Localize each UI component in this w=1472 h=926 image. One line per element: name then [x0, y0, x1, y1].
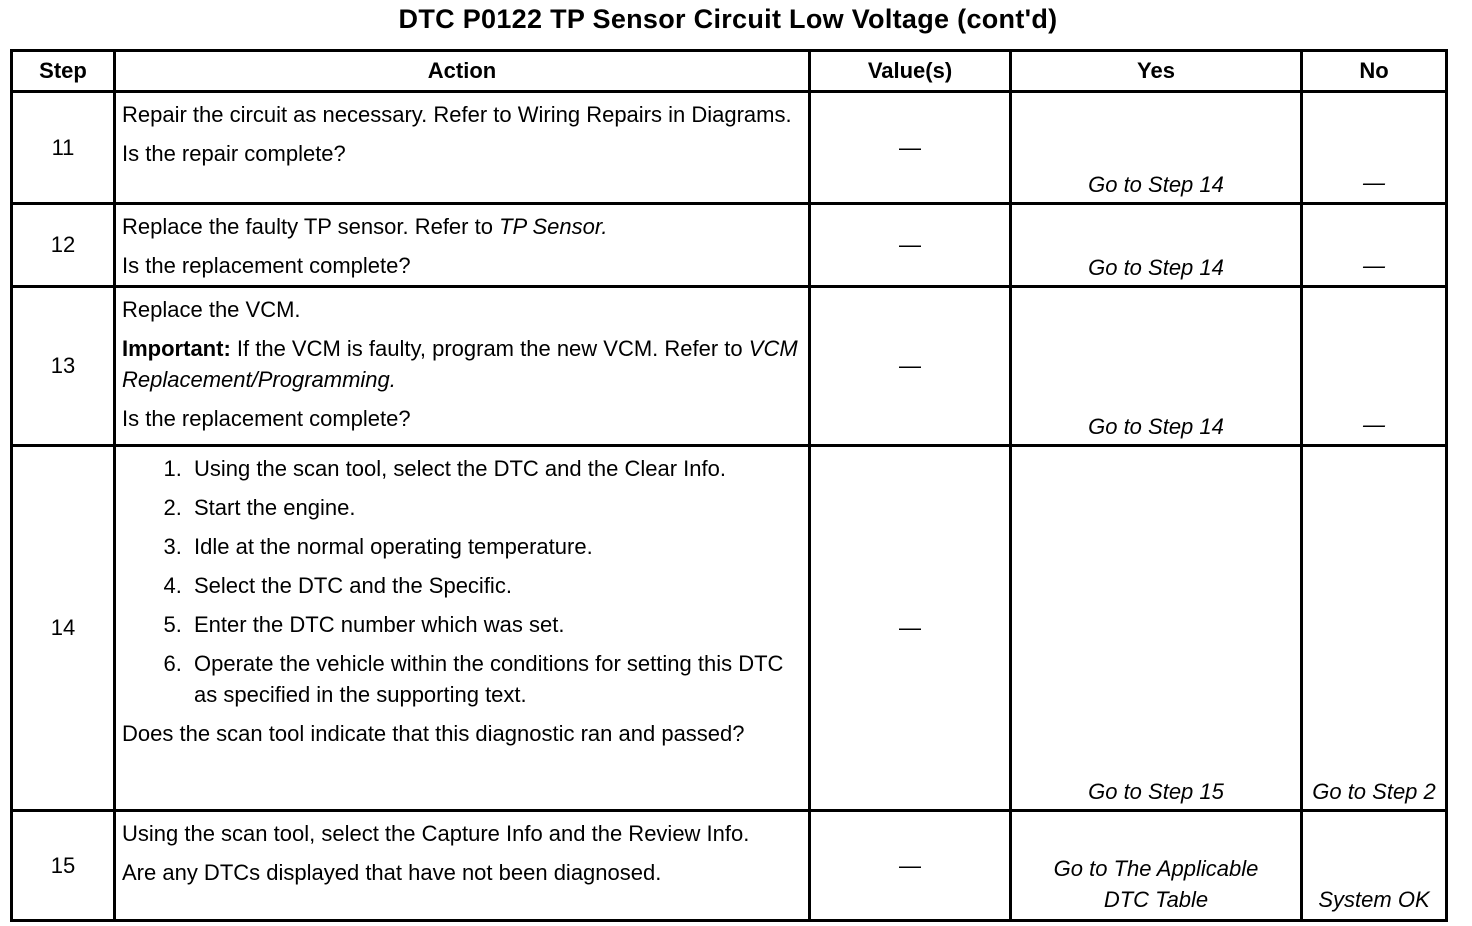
- action-question: Are any DTCs displayed that have not bee…: [122, 860, 662, 885]
- step-number: 15: [10, 809, 116, 922]
- table-row: 13 Replace the VCM. Important: If the VC…: [10, 285, 1448, 447]
- action-cell: Using the scan tool, select the DTC and …: [113, 444, 811, 812]
- procedure-list: Using the scan tool, select the DTC and …: [122, 453, 802, 710]
- value-cell: —: [808, 202, 1012, 288]
- step-number: 14: [10, 444, 116, 812]
- action-text-pre: Replace the faulty TP sensor. Refer to: [122, 214, 500, 239]
- no-cell: System OK: [1300, 809, 1448, 922]
- action-cell: Replace the faulty TP sensor. Refer to T…: [113, 202, 811, 288]
- table-row: 12 Replace the faulty TP sensor. Refer t…: [10, 202, 1448, 288]
- page-title: DTC P0122 TP Sensor Circuit Low Voltage …: [398, 4, 1058, 34]
- step-number: 12: [10, 202, 116, 288]
- step-number: 11: [10, 90, 116, 205]
- yes-cell: Go to Step 15: [1009, 444, 1303, 812]
- value-cell: —: [808, 285, 1012, 447]
- diagnostic-table: Step Action Value(s) Yes No 11 Repair th…: [10, 49, 1448, 922]
- no-cell: —: [1300, 90, 1448, 205]
- yes-cell: Go to Step 14: [1009, 285, 1303, 447]
- action-cell: Repair the circuit as necessary. Refer t…: [113, 90, 811, 205]
- table-header: Step Action Value(s) Yes No: [10, 49, 1448, 93]
- header-no: No: [1300, 49, 1448, 93]
- header-yes: Yes: [1009, 49, 1303, 93]
- action-text: Replace the VCM.: [122, 297, 301, 322]
- header-step: Step: [10, 49, 116, 93]
- yes-cell: Go to The Applicable DTC Table: [1009, 809, 1303, 922]
- list-item: Operate the vehicle within the condition…: [188, 648, 802, 710]
- action-text: Repair the circuit as necessary. Refer t…: [122, 102, 792, 127]
- value-cell: —: [808, 444, 1012, 812]
- important-text: If the VCM is faulty, program the new VC…: [230, 336, 749, 361]
- action-question: Is the replacement complete?: [122, 253, 411, 278]
- action-text: Replace the faulty TP sensor. Refer to T…: [122, 211, 802, 242]
- value-cell: —: [808, 90, 1012, 205]
- step-number: 13: [10, 285, 116, 447]
- list-item: Start the engine.: [188, 492, 802, 523]
- header-action: Action: [113, 49, 811, 93]
- value-cell: —: [808, 809, 1012, 922]
- reference-link: VCM Replacement/Programming.: [122, 336, 798, 392]
- yes-cell: Go to Step 14: [1009, 202, 1303, 288]
- no-cell: —: [1300, 202, 1448, 288]
- table-row: 14 Using the scan tool, select the DTC a…: [10, 444, 1448, 812]
- list-item: Select the DTC and the Specific.: [188, 570, 802, 601]
- list-item: Enter the DTC number which was set.: [188, 609, 802, 640]
- action-text: Using the scan tool, select the Capture …: [122, 821, 750, 846]
- action-cell: Using the scan tool, select the Capture …: [113, 809, 811, 922]
- important-note: Important: If the VCM is faulty, program…: [122, 333, 802, 395]
- table-row: 15 Using the scan tool, select the Captu…: [10, 809, 1448, 922]
- action-question: Is the replacement complete?: [122, 406, 411, 431]
- no-cell: —: [1300, 285, 1448, 447]
- action-cell: Replace the VCM. Important: If the VCM i…: [113, 285, 811, 447]
- action-question: Does the scan tool indicate that this di…: [122, 721, 745, 746]
- reference-link: TP Sensor.: [499, 214, 608, 239]
- list-item: Idle at the normal operating temperature…: [188, 531, 802, 562]
- table-row: 11 Repair the circuit as necessary. Refe…: [10, 90, 1448, 205]
- list-item: Using the scan tool, select the DTC and …: [188, 453, 802, 484]
- important-label: Important:: [122, 336, 231, 361]
- header-values: Value(s): [808, 49, 1012, 93]
- no-cell: Go to Step 2: [1300, 444, 1448, 812]
- action-question: Is the repair complete?: [122, 141, 346, 166]
- yes-cell: Go to Step 14: [1009, 90, 1303, 205]
